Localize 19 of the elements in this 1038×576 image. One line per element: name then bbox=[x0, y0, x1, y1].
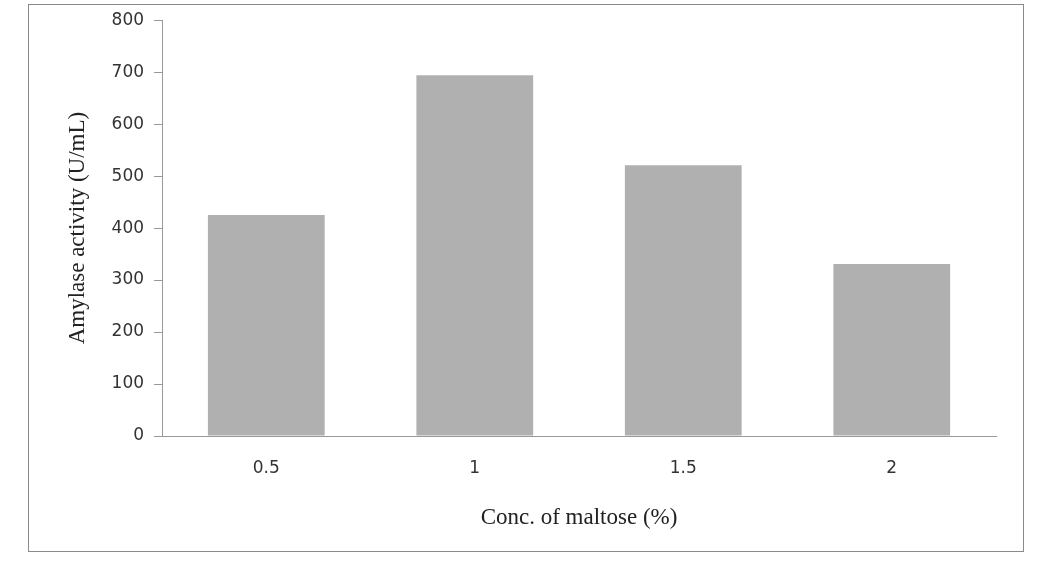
bar bbox=[833, 263, 951, 436]
x-axis-title: Conc. of maltose (%) bbox=[480, 504, 678, 530]
x-tick-label: 2 bbox=[886, 456, 898, 477]
bar bbox=[624, 165, 742, 436]
y-tick-label: 300 bbox=[111, 268, 145, 289]
bar bbox=[416, 75, 534, 436]
x-tick-label: 1 bbox=[469, 456, 481, 477]
y-tick-label: 0 bbox=[133, 424, 145, 445]
bar bbox=[207, 215, 325, 436]
y-tick-label: 500 bbox=[111, 164, 145, 185]
y-tick-label: 200 bbox=[111, 320, 145, 341]
y-tick-label: 400 bbox=[111, 216, 145, 237]
x-tick-label: 0.5 bbox=[252, 456, 280, 477]
y-axis-title: Amylase activity (U/mL) bbox=[63, 111, 89, 345]
y-tick-label: 800 bbox=[111, 8, 145, 29]
y-tick-label: 600 bbox=[111, 112, 145, 133]
y-tick-label: 100 bbox=[111, 372, 145, 393]
x-tick-label: 1.5 bbox=[669, 456, 697, 477]
y-tick-label: 700 bbox=[111, 60, 145, 81]
